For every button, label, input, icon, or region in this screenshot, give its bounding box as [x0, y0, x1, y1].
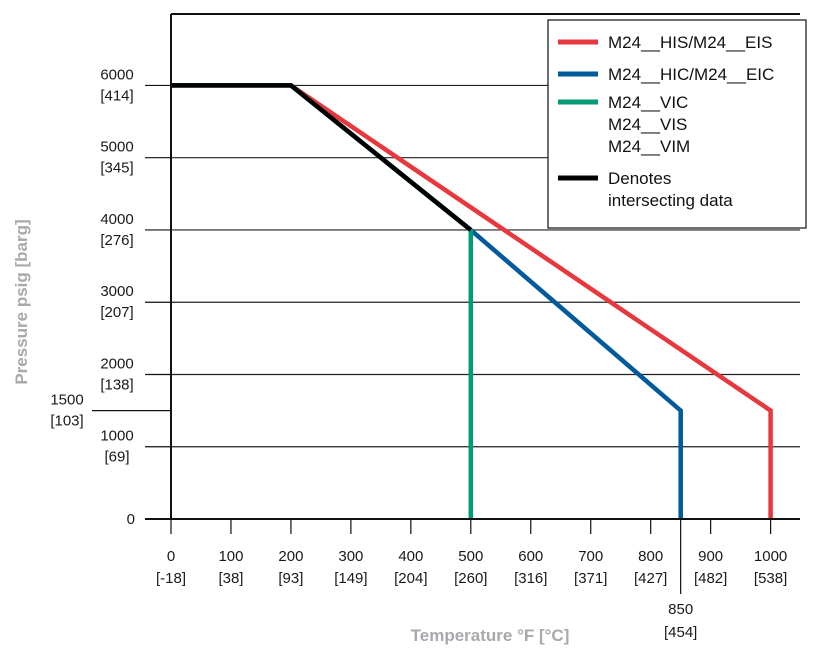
y-tick-label: 1000	[100, 428, 133, 445]
y-tick-sublabel: [414]	[100, 87, 133, 104]
legend-label-1: M24__HIS/M24__EIS	[608, 33, 772, 52]
series-layer	[171, 83, 773, 519]
x-tick-label: 400	[398, 548, 423, 565]
y-tick-label: 5000	[100, 139, 133, 156]
y-axis-title: Pressure psig [barg]	[12, 219, 31, 384]
y-tick-label: 0	[127, 511, 135, 528]
legend-label-line: M24__VIC	[608, 93, 688, 112]
x-tick-sublabel: [204]	[394, 570, 427, 587]
x-tick-sublabel: [93]	[278, 570, 303, 587]
x-axis-title: Temperature °F [°C]	[411, 626, 570, 645]
x-tick-label: 800	[638, 548, 663, 565]
label-layer: 0 [-18] 100 [38] 200 [93] 300 [149] 400 [204] 500 […	[12, 66, 787, 645]
x-tick-sublabel: [371]	[574, 570, 607, 587]
x-tick-label: 1000	[754, 548, 787, 565]
y-extra-tick-label: 1500	[50, 392, 83, 409]
legend-label-line: M24__HIC/M24__EIC	[608, 65, 774, 84]
x-tick-sublabel: [538]	[754, 570, 787, 587]
x-tick-label: 300	[338, 548, 363, 565]
x-tick-label: 100	[218, 548, 243, 565]
x-tick-sublabel: [260]	[454, 570, 487, 587]
y-tick-label: 2000	[100, 355, 133, 372]
x-tick-label: 200	[278, 548, 303, 565]
legend-label-3: M24__VIC M24__VIS M24__VIM	[608, 93, 690, 156]
x-tick-label: 0	[167, 548, 175, 565]
x-tick-sublabel: [482]	[694, 570, 727, 587]
x-tick-sublabel: [427]	[634, 570, 667, 587]
legend-label-4: Denotes intersecting data	[608, 169, 733, 210]
legend-label-line: M24__HIS/M24__EIS	[608, 33, 772, 52]
x-extra-tick-sublabel: [454]	[664, 624, 697, 641]
y-extra-tick-sublabel: [103]	[50, 413, 83, 430]
x-tick-sublabel: [316]	[514, 570, 547, 587]
legend-box	[547, 19, 807, 229]
legend-label-line: M24__VIM	[608, 137, 690, 156]
x-extra-tick-label: 850	[668, 601, 693, 618]
legend-label-2: M24__HIC/M24__EIC	[608, 65, 774, 84]
y-tick-sublabel: [345]	[100, 160, 133, 177]
y-tick-sublabel: [207]	[100, 304, 133, 321]
axis-layer	[92, 13, 800, 594]
x-tick-sublabel: [149]	[334, 570, 367, 587]
series-line-4	[171, 83, 473, 232]
legend-label-line: M24__VIS	[608, 115, 687, 134]
legend: M24__HIS/M24__EIS M24__HIC/M24__EIC M24__V…	[547, 19, 807, 229]
x-tick-sublabel: [38]	[218, 570, 243, 587]
legend-label-line: Denotes	[608, 169, 671, 188]
y-tick-label: 4000	[100, 211, 133, 228]
x-tick-label: 500	[458, 548, 483, 565]
x-tick-label: 600	[518, 548, 543, 565]
x-tick-label: 900	[698, 548, 723, 565]
y-tick-label: 6000	[100, 66, 133, 83]
y-tick-sublabel: [138]	[100, 376, 133, 393]
x-tick-sublabel: [-18]	[156, 570, 186, 587]
legend-label-line: intersecting data	[608, 191, 733, 210]
x-tick-label: 700	[578, 548, 603, 565]
y-tick-label: 3000	[100, 283, 133, 300]
y-tick-sublabel: [276]	[100, 232, 133, 249]
y-tick-sublabel: [69]	[104, 449, 129, 466]
